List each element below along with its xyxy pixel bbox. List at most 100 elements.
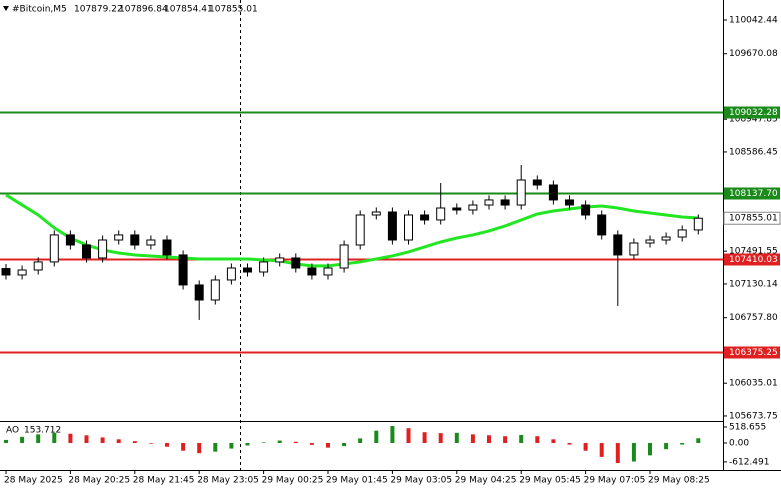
ao-bar bbox=[583, 443, 588, 451]
ao-bar bbox=[342, 443, 347, 447]
candle-body bbox=[452, 207, 462, 211]
candle-body bbox=[565, 199, 574, 206]
candle-body bbox=[259, 261, 269, 273]
y-tick-label: 105673.75 bbox=[729, 411, 778, 421]
candle-body bbox=[162, 239, 172, 256]
ao-bar bbox=[116, 439, 121, 444]
candle-body bbox=[130, 234, 140, 246]
ao-bar bbox=[261, 442, 266, 444]
y-tick-label: 518.655 bbox=[729, 423, 766, 433]
ao-bar bbox=[326, 443, 330, 448]
ao-bar bbox=[20, 436, 25, 444]
ao-bar bbox=[599, 443, 604, 457]
x-tick-label: 29 May 05:45 bbox=[519, 476, 581, 486]
candle-body bbox=[65, 234, 75, 246]
candle-body bbox=[677, 229, 687, 238]
y-tick-label: 106035.01 bbox=[729, 379, 778, 389]
x-tick-label: 28 May 20:25 bbox=[68, 476, 130, 486]
candle-body bbox=[484, 199, 494, 206]
ao-bar bbox=[631, 443, 636, 462]
y-tick-label: 107130.14 bbox=[729, 279, 778, 289]
candle-body bbox=[661, 236, 671, 241]
candle-body bbox=[516, 179, 526, 206]
y-tick-label: 107491.55 bbox=[729, 247, 778, 257]
y-tick-label: 108586.45 bbox=[729, 147, 778, 157]
y-tick-label: 0.00 bbox=[729, 439, 749, 449]
ao-bar bbox=[4, 439, 8, 444]
ao-bar bbox=[165, 443, 169, 447]
y-tick-label: 108947.85 bbox=[729, 115, 778, 125]
candle-body bbox=[17, 269, 27, 276]
ao-bar bbox=[390, 426, 395, 444]
level-label-box bbox=[724, 187, 780, 200]
candle-body bbox=[291, 257, 301, 269]
ao-bar bbox=[680, 443, 685, 445]
y-tick-label: 106757.80 bbox=[729, 313, 778, 323]
ao-bar bbox=[470, 434, 475, 444]
ao-bar bbox=[84, 435, 89, 444]
candle-body bbox=[420, 214, 430, 221]
candle-body bbox=[500, 199, 510, 206]
candle-body bbox=[323, 267, 333, 276]
chart-title: #Bitcoin,M5 bbox=[12, 5, 67, 15]
candle-body bbox=[339, 244, 349, 269]
ao-bar bbox=[181, 443, 186, 451]
candle-body bbox=[436, 207, 446, 221]
x-tick-label: 29 May 07:05 bbox=[584, 476, 646, 486]
ao-bar bbox=[615, 443, 620, 464]
ao-bar bbox=[567, 443, 572, 445]
candle-body bbox=[581, 204, 591, 216]
level-label-box bbox=[724, 106, 780, 119]
ao-bar bbox=[52, 432, 57, 444]
candle-body bbox=[613, 234, 623, 256]
candle-body bbox=[82, 244, 91, 259]
candle-body bbox=[114, 234, 124, 241]
ao-bar bbox=[487, 435, 491, 444]
ao-bar bbox=[197, 443, 202, 454]
level-label-box bbox=[724, 346, 780, 359]
header-high: 107896.84 bbox=[119, 5, 168, 15]
candle-body bbox=[468, 204, 478, 211]
candle-body bbox=[597, 214, 607, 236]
x-tick-label: 29 May 08:25 bbox=[648, 476, 710, 486]
candle-body bbox=[532, 179, 542, 186]
ao-bar bbox=[535, 436, 540, 444]
ao-bar bbox=[648, 443, 652, 456]
candle-body bbox=[194, 284, 204, 301]
y-tick-label: -612.491 bbox=[729, 457, 769, 467]
indicator-title: AO bbox=[6, 426, 19, 436]
ao-bar bbox=[664, 443, 669, 450]
x-tick-label: 29 May 00:25 bbox=[262, 476, 324, 486]
x-tick-label: 29 May 03:05 bbox=[390, 476, 452, 486]
level-label: 107410.03 bbox=[729, 255, 778, 265]
candle-body bbox=[387, 211, 397, 241]
ao-bar bbox=[245, 443, 250, 446]
x-tick-label: 28 May 23:05 bbox=[197, 476, 259, 486]
ao-bar bbox=[503, 436, 508, 444]
header-close: 107855.01 bbox=[209, 5, 258, 15]
y-tick-label: 110042.44 bbox=[729, 15, 778, 25]
ao-bar bbox=[100, 437, 105, 444]
ao-bar bbox=[374, 430, 379, 444]
ao-bar bbox=[406, 428, 411, 444]
candle-body bbox=[548, 184, 558, 201]
y-tick-label: 109670.08 bbox=[729, 49, 778, 59]
candle-body bbox=[49, 234, 59, 263]
header-low: 107854.41 bbox=[164, 5, 213, 15]
x-tick-label: 29 May 01:45 bbox=[326, 476, 388, 486]
x-tick-label: 28 May 2025 bbox=[4, 476, 63, 486]
ao-bar bbox=[551, 439, 556, 444]
candle-body bbox=[146, 239, 156, 246]
ao-bar bbox=[309, 443, 314, 445]
price-label-box bbox=[723, 211, 781, 225]
candle-body bbox=[178, 254, 188, 286]
level-label-box bbox=[724, 253, 780, 266]
candle-body bbox=[404, 214, 413, 241]
ao-bar bbox=[293, 441, 298, 444]
candle-body bbox=[98, 239, 108, 259]
header-open: 107879.22 bbox=[74, 5, 123, 15]
level-label: 106375.25 bbox=[729, 348, 778, 358]
candle-body bbox=[275, 257, 285, 263]
